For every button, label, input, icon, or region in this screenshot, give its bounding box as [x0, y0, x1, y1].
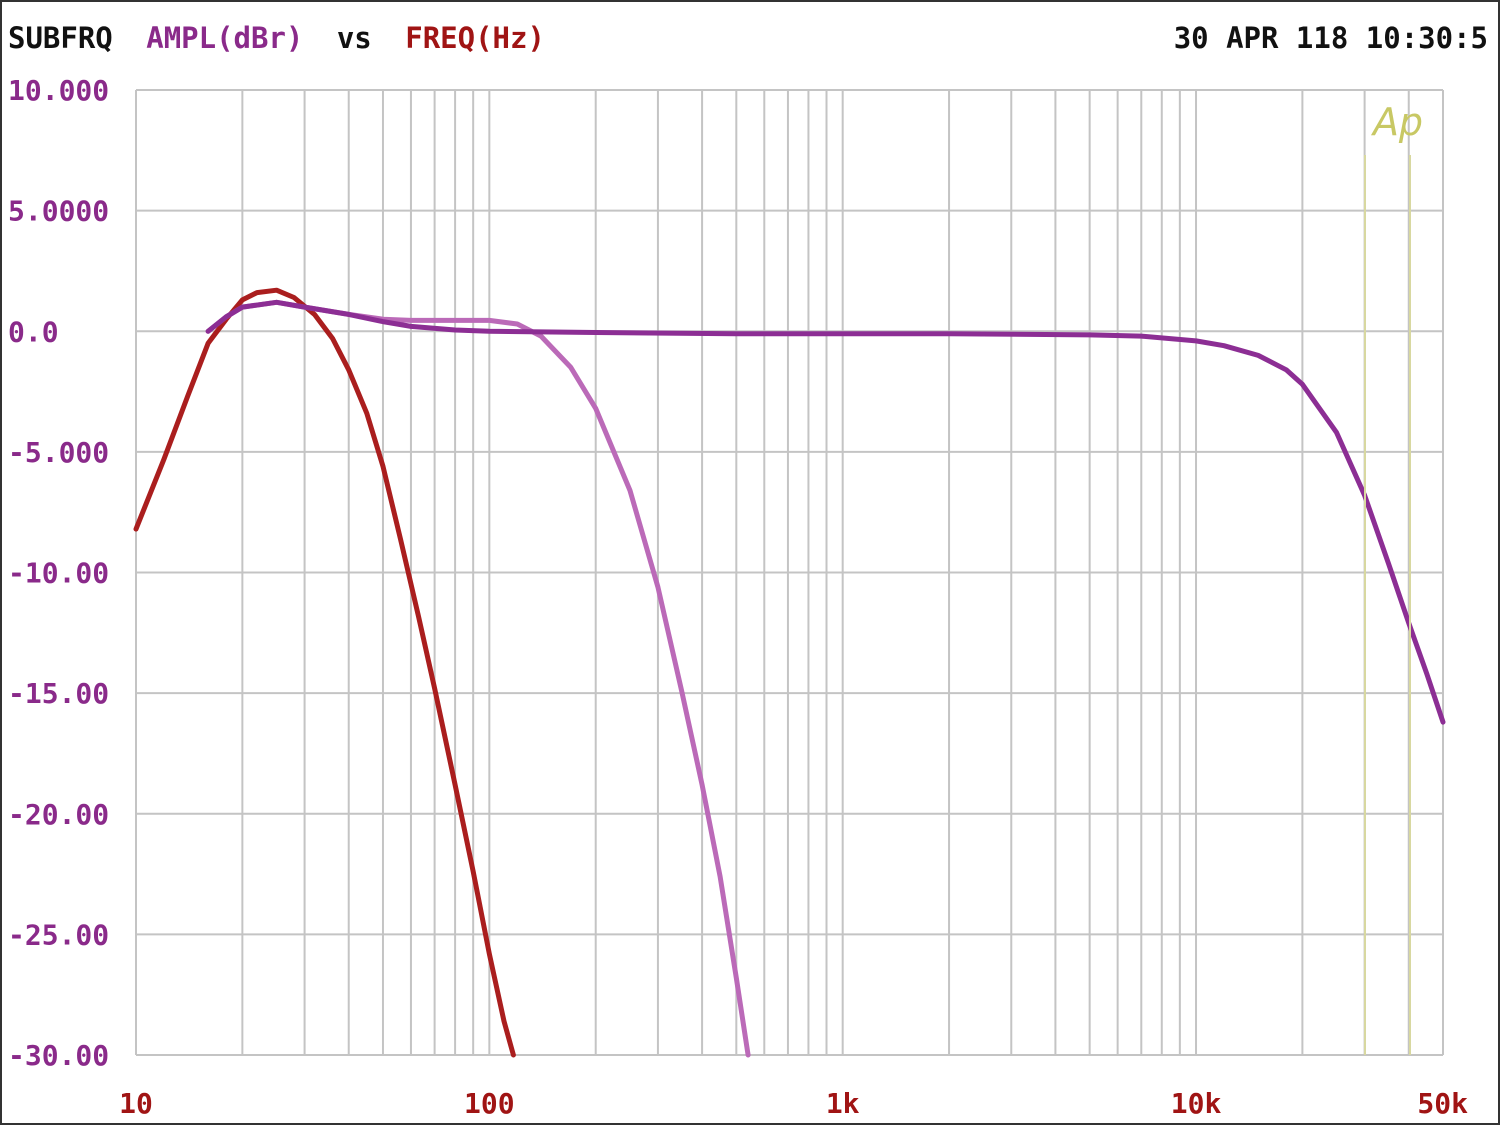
chart-title: SUBFRQ AMPL(dBr) vs FREQ(Hz) — [8, 21, 545, 55]
x-tick-label: 10 — [119, 1087, 153, 1120]
y-tick-label: -5.000 — [8, 436, 109, 469]
y-tick-label: -25.00 — [8, 918, 109, 951]
x-tick-label: 1k — [826, 1087, 860, 1120]
series-line-3 — [205, 299, 1446, 725]
x-tick-label: 100 — [464, 1087, 515, 1120]
x-tick-label: 50k — [1417, 1087, 1468, 1120]
title-x-quantity: FREQ(Hz) — [405, 21, 545, 55]
y-axis-tick-labels: 10.000 5.0000 0.0 -5.000 -10.00 -15.00 -20.00 -… — [8, 74, 109, 1072]
y-tick-label: -30.00 — [8, 1039, 109, 1072]
x-tick-label: 10k — [1171, 1087, 1222, 1120]
title-prefix: SUBFRQ — [8, 21, 113, 55]
y-tick-label: -20.00 — [8, 798, 109, 831]
y-tick-label: -10.00 — [8, 557, 109, 590]
grid — [135, 89, 1444, 1056]
y-tick-label: 10.000 — [8, 74, 109, 107]
y-tick-label: 5.0000 — [8, 195, 109, 228]
ap-logo: Ap — [1370, 100, 1423, 144]
y-tick-label: 0.0 — [8, 315, 59, 348]
y-tick-label: -15.00 — [8, 677, 109, 710]
title-y-quantity: AMPL(dBr) — [146, 21, 303, 55]
series-line-1 — [133, 287, 516, 1058]
x-axis-tick-labels: 10 100 1k 10k 50k — [119, 1087, 1468, 1120]
timestamp: 30 APR 118 10:30:5 — [1174, 21, 1488, 55]
title-vs: vs — [337, 21, 372, 55]
series-lines — [133, 287, 1446, 1058]
